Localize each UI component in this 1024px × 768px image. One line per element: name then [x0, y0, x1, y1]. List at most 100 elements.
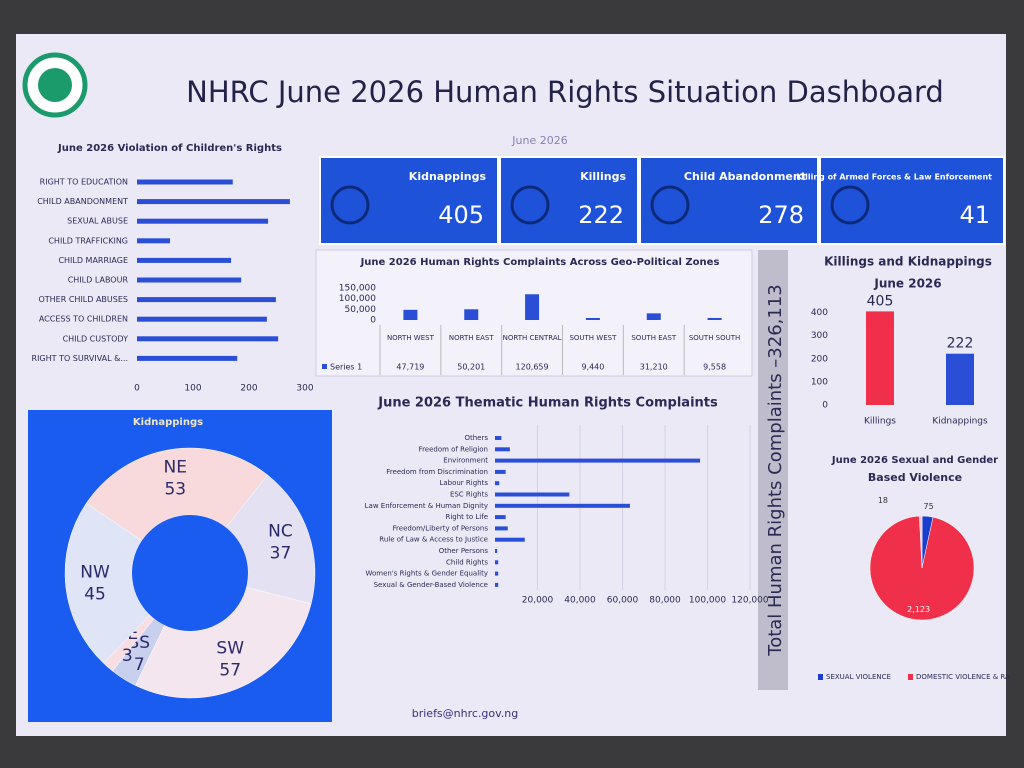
value-label: 2,123	[907, 605, 930, 614]
table-value: 47,719	[396, 363, 424, 372]
legend-label: DOMESTIC VIOLENCE & RA	[916, 673, 1010, 681]
bar	[495, 481, 500, 486]
x-tick-label: 200	[240, 384, 257, 394]
bar	[495, 571, 499, 576]
bar	[495, 469, 506, 474]
y-tick-label: 300	[811, 331, 828, 341]
bar	[646, 313, 661, 320]
legend-swatch	[818, 674, 823, 680]
category-label: SEXUAL ABUSE	[67, 217, 128, 226]
x-tick-label: 100	[184, 384, 201, 394]
category-label: ACCESS TO CHILDREN	[39, 315, 128, 324]
total-bar	[758, 250, 788, 690]
kpi-label: Killing of Armed Forces & Law Enforcemen…	[796, 173, 992, 182]
bar	[495, 537, 525, 542]
value-label: 75	[924, 502, 934, 511]
legend-swatch	[322, 364, 327, 369]
x-tick-label: 40,000	[564, 596, 596, 606]
legend-label: Series 1	[330, 363, 362, 372]
table-value: 31,210	[640, 363, 668, 372]
y-tick-label: 200	[811, 354, 828, 364]
bar	[495, 582, 499, 587]
chart-title: Kidnappings	[133, 417, 203, 428]
donut-hole	[132, 515, 248, 631]
bar	[495, 447, 510, 452]
chart-title: June 2026 Thematic Human Rights Complain…	[377, 396, 718, 411]
bar	[137, 277, 242, 283]
bar	[946, 353, 974, 405]
bar	[495, 549, 498, 553]
y-tick-label: 100	[811, 377, 828, 387]
kpi-label: Killings	[580, 170, 626, 183]
footer-email: briefs@nhrc.gov.ng	[412, 707, 519, 720]
x-tick-label: 20,000	[522, 596, 554, 606]
chart-title: June 2026 Sexual and Gender	[831, 455, 998, 466]
bar	[525, 294, 540, 320]
bar	[495, 560, 499, 565]
category-label: SOUTH WEST	[569, 334, 617, 342]
category-label: CHILD CUSTODY	[63, 334, 129, 343]
category-label: CHILD TRAFFICKING	[48, 236, 128, 245]
legend-label: SEXUAL VIOLENCE	[826, 673, 891, 681]
chart-title: Killings and Kidnappings	[824, 255, 992, 269]
y-tick-label: 150,000	[339, 284, 376, 294]
slice-category: NW	[80, 562, 110, 582]
kpi-value: 222	[578, 201, 624, 229]
table-value: 9,558	[703, 363, 726, 372]
bar	[495, 503, 630, 508]
slice-value: 57	[219, 661, 241, 681]
category-label: Other Persons	[439, 547, 489, 555]
bar	[137, 199, 290, 205]
kpi-value: 278	[758, 201, 804, 229]
slice-value: 3	[122, 646, 133, 666]
slice-value: 7	[134, 655, 145, 675]
bar	[137, 336, 279, 342]
value-label: 222	[947, 336, 974, 352]
y-tick-label: 0	[822, 401, 828, 411]
x-tick-label: 300	[296, 384, 313, 394]
bar	[495, 526, 508, 531]
category-label: CHILD ABANDONMENT	[37, 197, 128, 206]
bar	[495, 492, 570, 497]
table-value: 50,201	[457, 363, 485, 372]
category-label: OTHER CHILD ABUSES	[38, 295, 128, 304]
bar	[137, 316, 267, 322]
bar	[137, 297, 276, 303]
value-label: 18	[878, 496, 888, 505]
slice-value: 53	[164, 480, 186, 500]
x-tick-label: 0	[134, 384, 140, 394]
table-value: 9,440	[581, 363, 604, 372]
bar	[495, 515, 506, 520]
y-tick-label: 0	[370, 316, 376, 326]
category-label: Freedom of Religion	[419, 445, 488, 453]
slice-category: NC	[268, 521, 293, 541]
category-label: Sexual & Gender-Based Violence	[374, 581, 488, 589]
category-label: SOUTH EAST	[631, 334, 676, 342]
bar	[137, 238, 171, 244]
x-tick-label: 100,000	[689, 596, 726, 606]
x-tick-label: 120,000	[731, 596, 768, 606]
category-label: Freedom from Discrimination	[386, 468, 488, 476]
y-tick-label: 400	[811, 308, 828, 318]
slice-category: SW	[216, 639, 244, 659]
y-tick-label: 50,000	[345, 305, 377, 315]
slice	[869, 515, 975, 621]
dashboard-title: NHRC June 2026 Human Rights Situation Da…	[186, 75, 944, 109]
kpi-label: Child Abandonment	[684, 170, 806, 183]
kpi-value: 405	[438, 201, 484, 229]
bar	[403, 309, 418, 320]
category-label: SOUTH SOUTH	[689, 334, 740, 342]
category-label: Women's Rights & Gender Equality	[365, 570, 488, 578]
table-value: 120,659	[516, 363, 549, 372]
kpi-label: Kidnappings	[409, 170, 487, 183]
category-label: Right to Life	[445, 513, 488, 521]
category-label: Law Enforcement & Human Dignity	[365, 502, 488, 510]
category-label: CHILD LABOUR	[68, 276, 129, 285]
bar	[495, 436, 502, 440]
kpi-card	[639, 156, 819, 245]
x-tick-label: 60,000	[607, 596, 639, 606]
y-tick-label: 100,000	[339, 294, 376, 304]
kpi-value: 41	[959, 201, 990, 229]
legend-swatch	[908, 674, 913, 680]
